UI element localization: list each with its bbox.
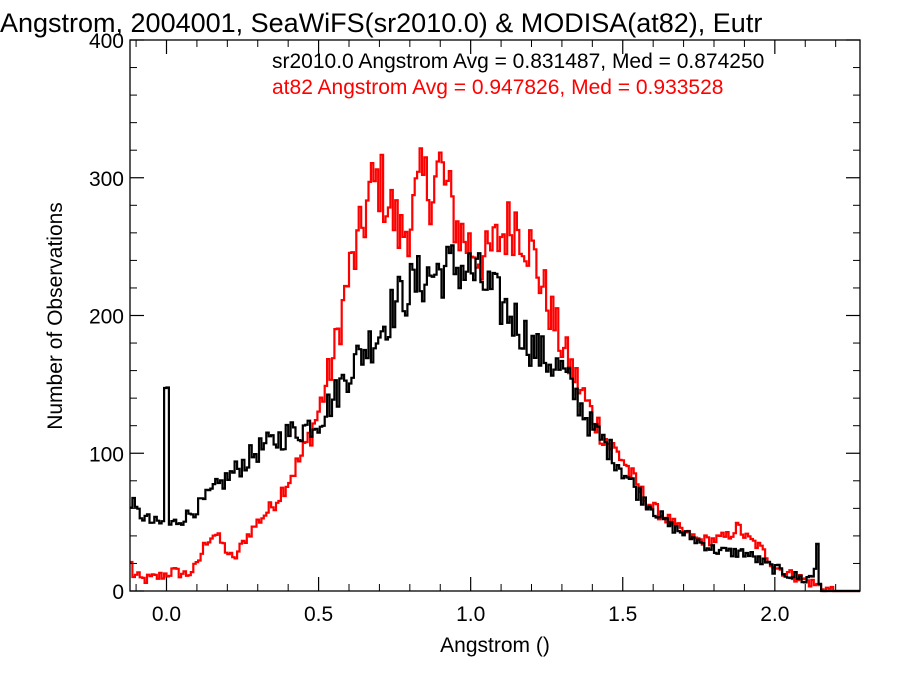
annotation-red-stats: at82 Angstrom Avg = 0.947826, Med = 0.93… — [272, 76, 723, 99]
y-axis-label: Number of Observations — [44, 202, 67, 430]
series-black-histogram — [130, 244, 860, 593]
y-tick-label: 300 — [89, 168, 124, 191]
y-tick-label: 0 — [112, 581, 124, 604]
x-axis-label: Angstrom () — [440, 634, 550, 657]
axis-ticks: 0.0 0.5 1.0 1.5 2.0 0 100 200 300 400 — [89, 30, 861, 626]
y-tick-label: 100 — [89, 443, 124, 466]
x-tick-label: 2.0 — [760, 603, 789, 626]
series-red-histogram — [130, 147, 860, 593]
annotation-black-stats: sr2010.0 Angstrom Avg = 0.831487, Med = … — [272, 50, 764, 73]
x-tick-label: 0.0 — [152, 603, 181, 626]
y-tick-label: 200 — [89, 306, 124, 329]
x-tick-label: 1.0 — [456, 603, 485, 626]
plot-area — [130, 147, 860, 593]
y-tick-label: 400 — [89, 30, 124, 53]
chart-title: Angstrom, 2004001, SeaWiFS(sr2010.0) & M… — [0, 8, 762, 38]
plot-frame — [129, 39, 861, 592]
x-tick-label: 1.5 — [608, 603, 637, 626]
x-tick-label: 0.5 — [304, 603, 333, 626]
